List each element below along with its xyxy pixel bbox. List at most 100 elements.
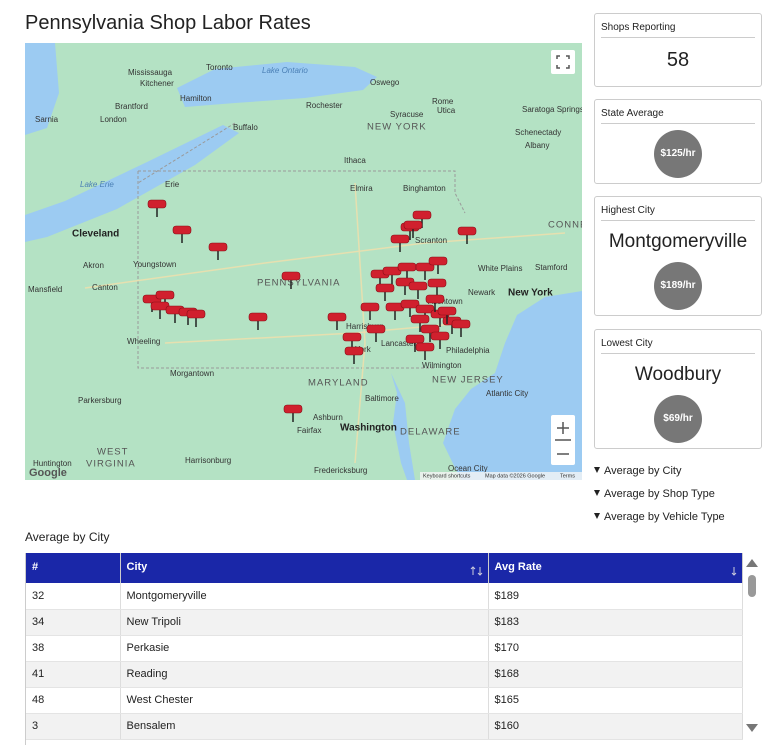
map-marker[interactable] [208,242,228,260]
marker-car [427,278,447,288]
map-marker[interactable] [425,294,445,312]
map-marker[interactable] [403,220,423,238]
map-label: Harrisburg [346,322,383,331]
map-label: NEW YORK [367,122,427,133]
marker-car [281,271,301,281]
map-marker[interactable] [385,302,405,320]
map-marker[interactable] [430,331,450,349]
marker-car [437,306,457,316]
table-row[interactable]: 48 West Chester $165 [26,687,743,714]
table-row[interactable]: 38 Perkasie $170 [26,635,743,662]
card: Highest City Montgomeryville $189/hr [594,196,762,316]
map-marker[interactable] [415,262,435,280]
expander-label: Average by Shop Type [604,488,715,500]
scroll-up[interactable] [746,559,758,567]
table: # City Avg Rate 32 Montgomeryville $189 34 N… [26,553,743,740]
map-marker[interactable] [150,301,170,319]
map-marker[interactable] [283,404,303,422]
scrollbar[interactable] [744,556,760,738]
map-label: Stamford [535,263,567,272]
column-header[interactable]: # [26,553,121,583]
map-label: Utica [437,106,456,115]
map[interactable]: Mississauga Toronto Kitchener Hamilton Brant… [25,43,582,480]
map-label: Cleveland [72,229,119,240]
map-marker[interactable] [410,314,430,332]
map-marker[interactable] [344,346,364,364]
expander[interactable]: Average by Shop Type [594,488,715,500]
map-label: Youngstown [133,260,176,269]
table-cell: 38 [26,635,121,662]
table-cell: Montgomeryville [120,583,489,610]
table-cell: $160 [488,713,743,740]
map-marker[interactable] [420,324,440,342]
map-label: Sarnia [35,115,59,124]
zoom-icons [555,422,571,455]
table-row[interactable]: 3 Bensalem $160 [26,713,743,740]
map-marker[interactable] [457,226,477,244]
map-label: Fredericksburg [314,466,367,475]
map-marker[interactable] [427,278,447,296]
column-header[interactable]: City [120,553,489,583]
column-label: City [126,561,148,573]
card-label: Lowest City [601,338,653,349]
map-marker[interactable] [327,312,347,330]
map-marker[interactable] [451,319,471,337]
marker-car [327,312,347,322]
scroll-down[interactable] [746,724,758,732]
map-label: Ithaca [344,156,366,165]
map-label: Binghamton [403,184,446,193]
map-marker[interactable] [405,334,425,352]
expander[interactable]: Average by City [594,465,681,477]
zoom-control[interactable] [551,415,575,465]
map-marker[interactable] [428,256,448,274]
map-marker[interactable] [415,342,435,360]
map-marker[interactable] [147,199,167,217]
marker-car [412,210,432,220]
expander-label: Average by City [604,465,682,477]
marker-car [208,242,228,252]
map-label: Ashburn [313,413,343,422]
table-row[interactable]: 41 Reading $168 [26,661,743,688]
table-row[interactable]: 32 Montgomeryville $189 [26,583,743,610]
lake [177,62,377,107]
map-marker[interactable] [400,299,420,317]
marker-car [420,324,440,334]
map-marker[interactable] [408,281,428,299]
map-label: Atlantic City [486,389,528,398]
table-row[interactable]: 34 New Tripoli $183 [26,609,743,636]
card-label: Highest City [601,205,655,216]
map-marker[interactable] [186,309,206,327]
map-label: Washington [340,423,397,434]
map-marker[interactable] [437,306,457,324]
marker-car [408,281,428,291]
map-marker[interactable] [390,234,410,252]
map-label: DELAWARE [400,427,461,438]
map-marker[interactable] [360,302,380,320]
card-badge: $125/hr [654,130,702,178]
map-label: Schenectady [515,128,561,137]
map-label: VIRGINIA [86,459,136,470]
column-header[interactable]: Avg Rate [488,553,743,583]
map-label: White Plains [478,264,522,273]
map-label: Philadelphia [446,346,490,355]
keyboard-shortcuts: Keyboard shortcuts [423,473,471,479]
map-label: Huntington [33,459,72,468]
map-marker[interactable] [366,324,386,342]
marker-car [451,319,471,329]
fullscreen-button[interactable] [551,50,575,74]
map-label: Wilmington [422,361,462,370]
map-label: New York [508,288,553,299]
map-label: Albany [525,141,549,150]
map-marker[interactable] [281,271,301,289]
table-cell: $183 [488,609,743,636]
lake [25,43,59,135]
map-marker[interactable] [375,283,395,301]
map-marker[interactable] [248,312,268,330]
marker-car [430,331,450,341]
marker-car [186,309,206,319]
map-marker[interactable] [172,225,192,243]
scroll-thumb[interactable] [748,575,756,597]
table-cell: 41 [26,661,121,688]
expander[interactable]: Average by Vehicle Type [594,511,725,523]
divider [601,353,755,354]
